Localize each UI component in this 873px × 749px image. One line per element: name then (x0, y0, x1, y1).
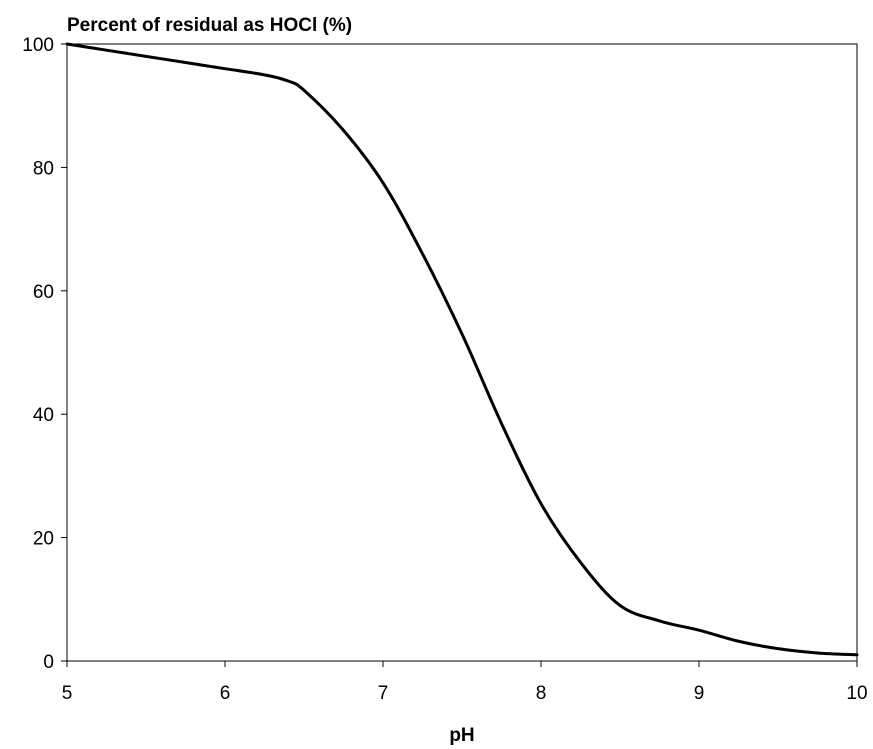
x-tick-label: 6 (220, 683, 231, 704)
x-axis: 5 6 7 8 9 10 (62, 661, 868, 704)
x-tick-label: 7 (378, 683, 389, 704)
y-tick-label: 100 (22, 35, 54, 56)
x-tick-label: 9 (694, 683, 705, 704)
y-tick-label: 60 (33, 282, 54, 303)
y-tick-label: 40 (33, 405, 54, 426)
y-tick-label: 0 (43, 652, 54, 673)
x-tick-label: 5 (62, 683, 73, 704)
y-tick-label: 80 (33, 158, 54, 179)
series-line (65, 42, 859, 657)
x-tick-label: 10 (846, 683, 867, 704)
y-tick-label: 20 (33, 529, 54, 550)
chart-title: Percent of residual as HOCl (%) (67, 15, 352, 36)
x-axis-label: pH (449, 725, 474, 746)
y-axis: 0 20 40 60 80 100 (22, 35, 67, 673)
x-tick-label: 8 (536, 683, 547, 704)
plot-frame (66, 43, 858, 662)
